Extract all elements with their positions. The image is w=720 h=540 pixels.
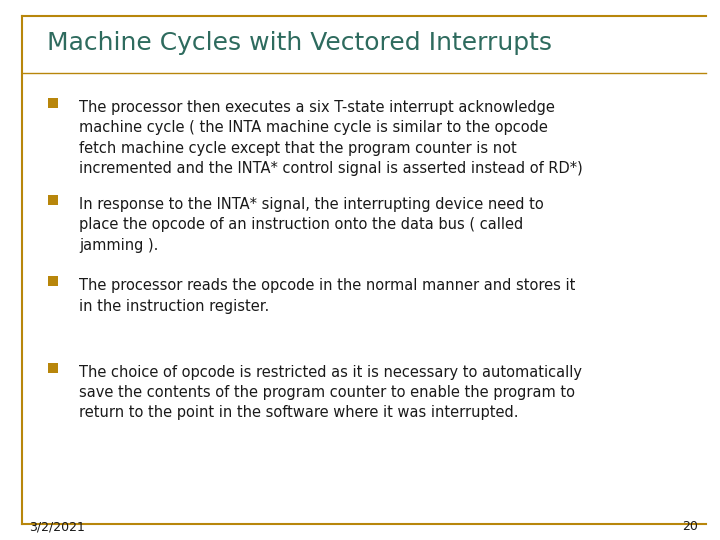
Text: In response to the INTA* signal, the interrupting device need to
place the opcod: In response to the INTA* signal, the int… — [79, 197, 544, 253]
Bar — [48, 363, 58, 373]
Text: 20: 20 — [683, 520, 698, 533]
Text: The processor then executes a six T-state interrupt acknowledge
machine cycle ( : The processor then executes a six T-stat… — [79, 100, 583, 176]
Text: The processor reads the opcode in the normal manner and stores it
in the instruc: The processor reads the opcode in the no… — [79, 278, 575, 314]
Bar — [48, 195, 58, 205]
Text: The choice of opcode is restricted as it is necessary to automatically
save the : The choice of opcode is restricted as it… — [79, 364, 582, 420]
Bar — [48, 276, 58, 286]
Bar — [48, 98, 58, 108]
Text: Machine Cycles with Vectored Interrupts: Machine Cycles with Vectored Interrupts — [47, 31, 552, 55]
Text: 3/2/2021: 3/2/2021 — [29, 520, 85, 533]
